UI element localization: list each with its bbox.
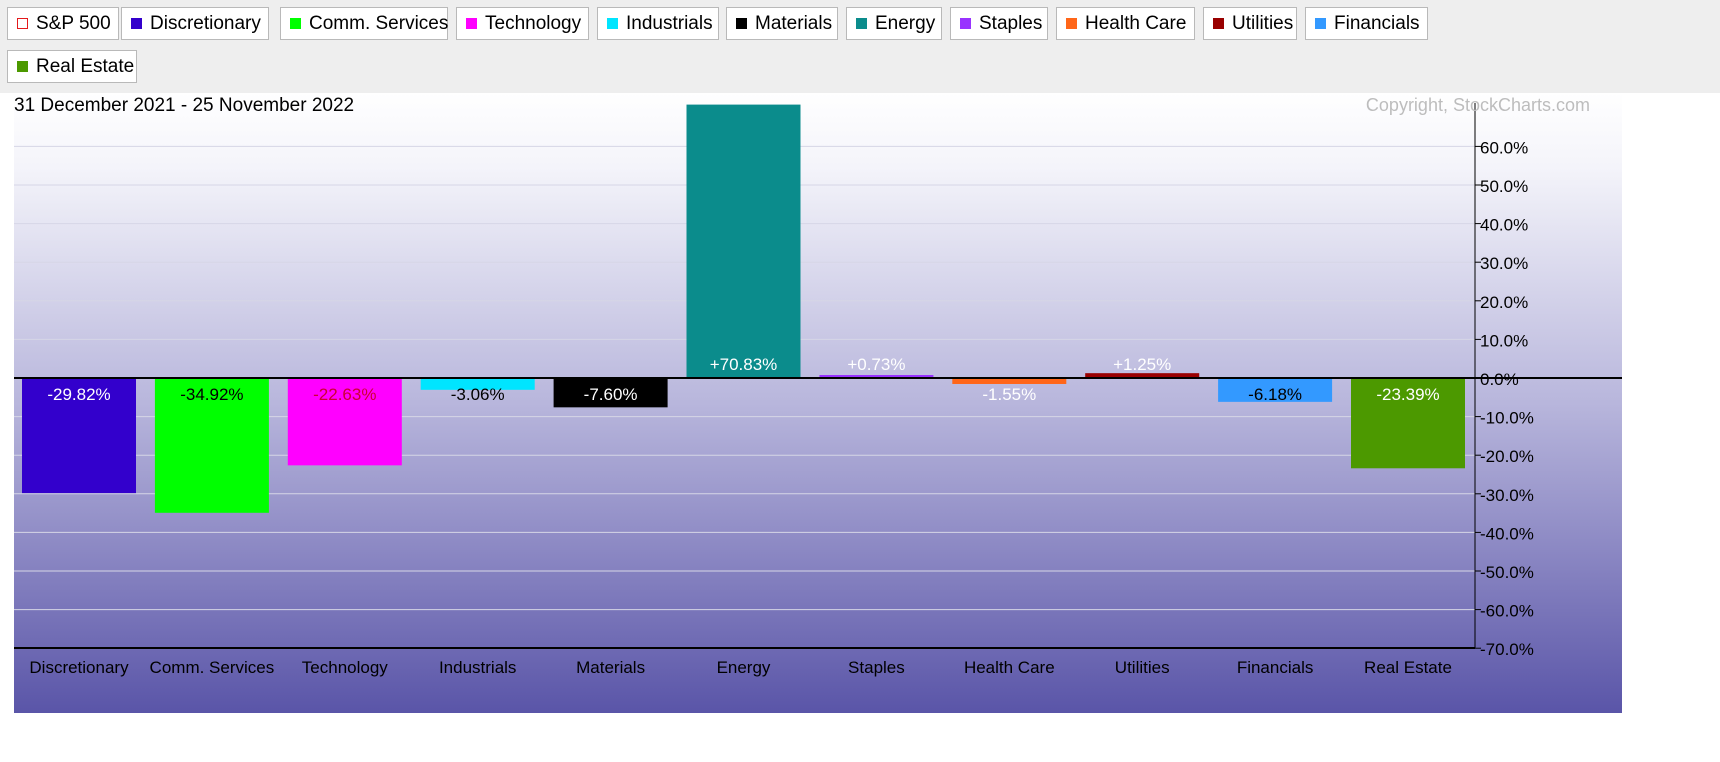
legend-swatch-utilities	[1213, 18, 1224, 29]
legend-swatch-staples	[960, 18, 971, 29]
y-tick-label: 60.0%	[1480, 138, 1528, 157]
bar-materials	[553, 378, 668, 408]
legend-label: Utilities	[1232, 12, 1294, 34]
x-tick-label: Materials	[576, 658, 645, 677]
bars	[22, 104, 1465, 513]
legend-button-real-estate[interactable]: Real Estate	[7, 50, 137, 83]
legend-swatch-comm-services	[290, 18, 301, 29]
legend-swatch-energy	[856, 18, 867, 29]
legend-swatch-health-care	[1066, 18, 1077, 29]
legend-label: Energy	[875, 12, 936, 34]
right-margin	[1700, 93, 1720, 762]
legend-swatch-s-p-500	[17, 18, 28, 29]
legend-button-technology[interactable]: Technology	[456, 7, 589, 40]
bar-value-label: +0.73%	[847, 355, 905, 374]
bar-value-labels: -29.82% -34.92% -22.63% -3.06% -7.60% +70.83%…	[47, 355, 1439, 404]
bar-value-label: -23.39%	[1376, 385, 1439, 404]
x-tick-label: Energy	[717, 658, 771, 677]
bar-value-label: -3.06%	[451, 385, 505, 404]
x-axis-labels: Discretionary Comm. Services Technology Ind…	[29, 658, 1452, 677]
x-tick-label: Industrials	[439, 658, 516, 677]
legend-button-materials[interactable]: Materials	[726, 7, 838, 40]
legend-label: Staples	[979, 12, 1043, 34]
bar-value-label: -6.18%	[1248, 385, 1302, 404]
legend-button-industrials[interactable]: Industrials	[597, 7, 719, 40]
bar-technology	[287, 378, 402, 466]
legend-button-health-care[interactable]: Health Care	[1056, 7, 1195, 40]
legend-label: Comm. Services	[309, 12, 449, 34]
y-tick-label: 0.0%	[1480, 370, 1519, 389]
bar-staples	[819, 375, 934, 378]
legend-label: S&P 500	[36, 12, 111, 34]
y-tick-label: -40.0%	[1480, 524, 1534, 543]
x-tick-label: Comm. Services	[150, 658, 275, 677]
x-tick-label: Staples	[848, 658, 905, 677]
bar-value-label: +1.25%	[1113, 355, 1171, 374]
x-tick-label: Technology	[302, 658, 389, 677]
legend-label: Technology	[485, 12, 582, 34]
bar-industrials	[420, 378, 535, 390]
legend-button-s-p-500[interactable]: S&P 500	[7, 7, 119, 40]
y-tick-label: -60.0%	[1480, 602, 1534, 621]
bar-real-estate	[1351, 378, 1465, 469]
legend-button-discretionary[interactable]: Discretionary	[121, 7, 269, 40]
bar-utilities	[1085, 373, 1200, 378]
y-tick-label: 50.0%	[1480, 177, 1528, 196]
bar-comm-services	[154, 378, 269, 513]
legend-button-utilities[interactable]: Utilities	[1203, 7, 1297, 40]
legend-swatch-materials	[736, 18, 747, 29]
y-tick-label: -20.0%	[1480, 447, 1534, 466]
bar-energy	[686, 104, 801, 379]
legend-swatch-financials	[1315, 18, 1326, 29]
y-tick-label: -50.0%	[1480, 563, 1534, 582]
legend-button-financials[interactable]: Financials	[1305, 7, 1428, 40]
y-tick-label: -10.0%	[1480, 409, 1534, 428]
bar-discretionary	[22, 378, 136, 494]
legend-label: Materials	[755, 12, 833, 34]
x-tick-label: Discretionary	[29, 658, 129, 677]
legend-label: Industrials	[626, 12, 713, 34]
bar-health-care	[952, 378, 1067, 384]
bar-value-label: -22.63%	[313, 385, 376, 404]
legend-swatch-discretionary	[131, 18, 142, 29]
y-tick-label: 30.0%	[1480, 254, 1528, 273]
y-axis-ticks: 60.0% 50.0% 40.0% 30.0% 20.0% 10.0% 0.0% -10.0%…	[1475, 138, 1534, 659]
y-tick-label: 40.0%	[1480, 216, 1528, 235]
legend-label: Financials	[1334, 12, 1420, 34]
bar-value-label: -34.92%	[180, 385, 243, 404]
legend-label: Health Care	[1085, 12, 1187, 34]
legend-label: Real Estate	[36, 55, 135, 77]
legend-swatch-technology	[466, 18, 477, 29]
y-tick-label: 10.0%	[1480, 331, 1528, 350]
x-tick-label: Health Care	[964, 658, 1055, 677]
sector-performance-chart: -29.82% -34.92% -22.63% -3.06% -7.60% +70.83%…	[14, 93, 1622, 713]
x-tick-label: Utilities	[1115, 658, 1170, 677]
y-tick-label: -70.0%	[1480, 640, 1534, 659]
bar-value-label: -29.82%	[47, 385, 110, 404]
legend-button-staples[interactable]: Staples	[950, 7, 1048, 40]
legend-button-energy[interactable]: Energy	[846, 7, 942, 40]
y-tick-label: 20.0%	[1480, 293, 1528, 312]
x-tick-label: Financials	[1237, 658, 1314, 677]
legend-swatch-industrials	[607, 18, 618, 29]
x-tick-label: Real Estate	[1364, 658, 1452, 677]
legend-button-comm-services[interactable]: Comm. Services	[280, 7, 448, 40]
chart-title: 31 December 2021 - 25 November 2022	[14, 95, 354, 116]
bar-value-label: -1.55%	[982, 385, 1036, 404]
copyright-text: Copyright, StockCharts.com	[1366, 95, 1590, 115]
legend-label: Discretionary	[150, 12, 261, 34]
y-tick-label: -30.0%	[1480, 486, 1534, 505]
legend-toolbar: S&P 500 Discretionary Comm. Services Techno…	[0, 0, 1720, 93]
bar-financials	[1218, 378, 1333, 402]
bar-value-label: +70.83%	[710, 355, 778, 374]
legend-swatch-real-estate	[17, 61, 28, 72]
bar-value-label: -7.60%	[584, 385, 638, 404]
